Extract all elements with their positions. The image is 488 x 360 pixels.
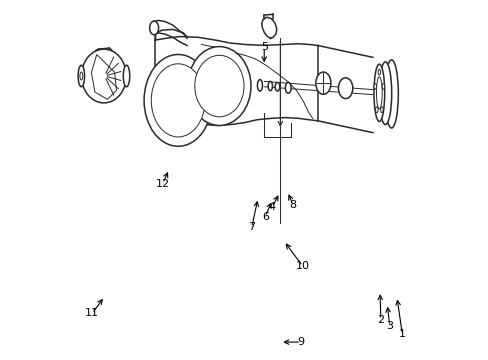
Ellipse shape (275, 82, 279, 91)
Ellipse shape (285, 82, 290, 93)
Ellipse shape (257, 80, 262, 91)
Text: 7: 7 (247, 222, 255, 232)
Ellipse shape (123, 65, 129, 87)
Ellipse shape (373, 84, 376, 89)
Ellipse shape (81, 49, 126, 103)
Ellipse shape (373, 64, 384, 122)
Ellipse shape (151, 64, 204, 137)
Polygon shape (91, 54, 116, 99)
Text: 12: 12 (155, 179, 169, 189)
Text: 4: 4 (268, 202, 275, 212)
Ellipse shape (187, 46, 250, 126)
Ellipse shape (144, 54, 212, 146)
Ellipse shape (194, 55, 244, 117)
Text: 3: 3 (386, 321, 392, 331)
Text: 1: 1 (398, 329, 405, 339)
Ellipse shape (375, 107, 377, 113)
Ellipse shape (149, 21, 158, 35)
Ellipse shape (382, 84, 384, 89)
Text: 10: 10 (295, 261, 309, 271)
Text: 2: 2 (376, 315, 384, 325)
Text: 11: 11 (85, 309, 99, 318)
Ellipse shape (315, 72, 330, 94)
Ellipse shape (338, 78, 352, 99)
Ellipse shape (384, 60, 398, 128)
Ellipse shape (80, 72, 82, 80)
Ellipse shape (380, 107, 382, 113)
Ellipse shape (78, 65, 84, 87)
Text: 5: 5 (260, 42, 267, 52)
Ellipse shape (267, 81, 272, 91)
Text: 8: 8 (289, 200, 296, 210)
Ellipse shape (376, 77, 382, 109)
Ellipse shape (378, 62, 391, 125)
Text: 9: 9 (297, 337, 304, 347)
Text: 6: 6 (261, 212, 268, 221)
Ellipse shape (377, 69, 380, 75)
